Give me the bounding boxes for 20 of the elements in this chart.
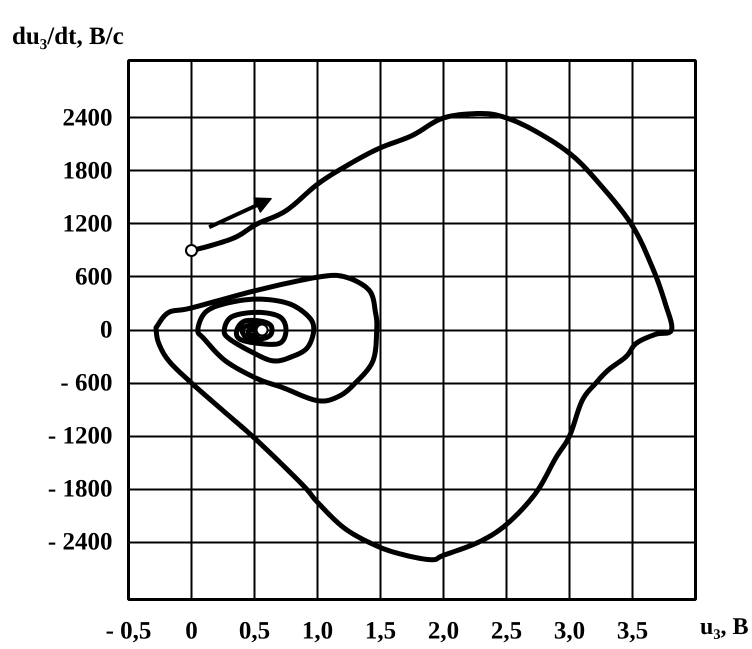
x-tick-label: 3,0 <box>554 618 586 644</box>
x-tick-label: - 0,5 <box>106 618 152 644</box>
y-tick-label: 0 <box>100 316 112 344</box>
x-tick-label: 3,5 <box>616 618 648 644</box>
y-tick-label: 1200 <box>62 210 112 238</box>
y-axis-title: du₃/dt, В/с <box>12 23 124 50</box>
x-tick-label: 2,5 <box>490 618 522 644</box>
y-tick-label: 600 <box>75 263 112 290</box>
x-tick-label: 0,5 <box>238 618 270 644</box>
x-tick-label: 2,0 <box>428 618 460 644</box>
y-tick-label: - 600 <box>60 370 113 397</box>
y-tick-label: 2400 <box>62 104 112 132</box>
y-tick-label: - 1200 <box>48 422 113 450</box>
x-tick-label: 1,0 <box>302 618 334 644</box>
x-axis-title: u₃, В <box>700 614 749 640</box>
y-tick-label: - 2400 <box>48 528 113 556</box>
y-tick-label: - 1800 <box>48 476 113 503</box>
x-tick-label: 1,5 <box>364 618 396 644</box>
y-tick-label: 1800 <box>62 157 112 184</box>
x-tick-label: 0 <box>185 618 198 644</box>
